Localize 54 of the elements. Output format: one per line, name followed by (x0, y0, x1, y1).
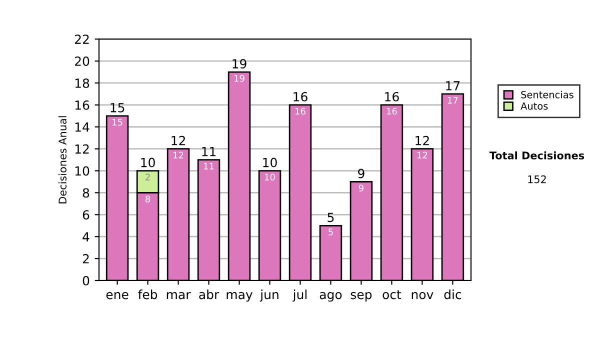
total-label: 15 (110, 103, 124, 112)
x-tick-label: ene (106, 292, 128, 300)
y-tick-label: 6 (82, 210, 90, 220)
x-tick-label: dic (444, 290, 462, 300)
text: Total Decisiones (489, 151, 584, 160)
y-tick-label: 4 (82, 232, 90, 242)
x-tick-label: feb (138, 290, 158, 300)
y-tick-label: 8 (82, 188, 90, 198)
data-label: 17 (448, 96, 458, 104)
data-label: 15 (112, 118, 122, 126)
total-label: 19 (232, 59, 246, 68)
total-label: 5 (328, 212, 334, 222)
total-label: 17 (446, 81, 460, 90)
total-label: 12 (416, 136, 429, 146)
y-tick-label: 0 (82, 276, 90, 286)
data-label: 2 (146, 174, 150, 180)
y-tick-label: 18 (75, 78, 90, 88)
text: 152 (528, 175, 546, 184)
data-label: 12 (174, 152, 184, 158)
y-tick-label: 16 (75, 100, 90, 110)
data-label: 5 (328, 228, 333, 236)
x-tick-label: jun (260, 290, 278, 302)
data-label: 16 (295, 108, 306, 115)
data-label: 11 (204, 162, 214, 170)
y-tick-label: 12 (75, 144, 89, 154)
x-tick-label: may (226, 292, 253, 302)
total-label: 10 (263, 158, 277, 168)
total-label: 9 (358, 168, 364, 178)
x-tick-label: mar (166, 292, 191, 300)
total-label: 16 (385, 92, 399, 102)
x-tick-label: nov (412, 292, 434, 300)
legend-label: Autos (520, 102, 548, 110)
y-tick-label: 20 (74, 56, 90, 66)
data-label: 8 (146, 196, 150, 202)
data-label: 19 (234, 74, 244, 82)
x-tick-label: ago (320, 292, 342, 302)
y-tick-label: 14 (75, 122, 90, 132)
x-tick-label: jul (292, 290, 307, 302)
y-tick-label: 2 (82, 254, 89, 264)
data-label: 12 (417, 152, 428, 158)
y-tick-label: 22 (74, 34, 89, 44)
x-tick-label: sep (350, 292, 372, 302)
data-label: 16 (386, 108, 397, 115)
total-label: 12 (172, 136, 185, 146)
data-label: 9 (358, 184, 364, 192)
x-tick-label: abr (199, 290, 220, 300)
total-label: 16 (294, 92, 308, 102)
total-label: 10 (141, 158, 155, 168)
y-tick-label: 10 (75, 166, 90, 176)
y-axis-title: Decisiones Anual (58, 116, 66, 204)
x-tick-label: oct (382, 290, 402, 300)
total-label: 11 (202, 146, 216, 156)
data-label: 10 (265, 174, 275, 181)
legend-label: Sentencias (521, 90, 574, 98)
